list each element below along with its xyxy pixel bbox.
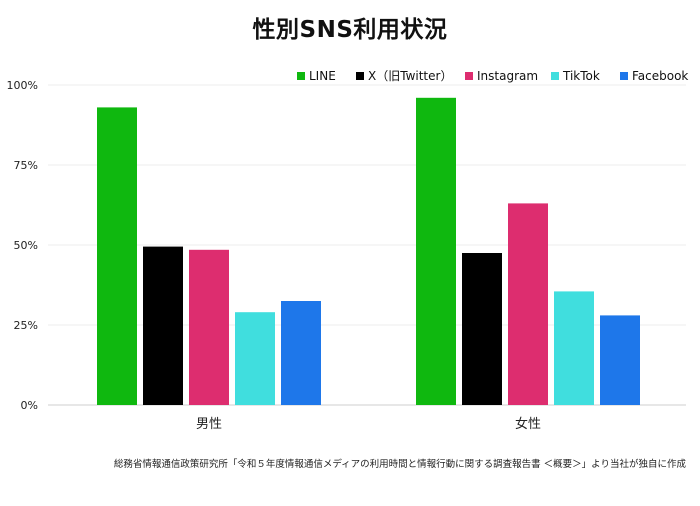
legend-label: Instagram: [477, 69, 538, 83]
bar: [281, 301, 321, 405]
x-category-label: 女性: [515, 416, 541, 432]
y-tick-label: 50%: [14, 239, 38, 252]
bar: [143, 246, 183, 405]
bar: [600, 315, 640, 405]
legend-swatch: [551, 72, 559, 80]
bar: [416, 97, 456, 406]
bar: [554, 291, 594, 405]
legend-label: LINE: [309, 69, 336, 83]
legend-label: X（旧Twitter）: [368, 69, 452, 83]
bar: [97, 107, 137, 406]
legend-label: TikTok: [562, 69, 600, 83]
x-category-label: 男性: [196, 417, 222, 432]
source-note: 総務省情報通信政策研究所「令和５年度情報通信メディアの利用時間と情報行動に関する…: [113, 459, 686, 470]
legend-swatch: [620, 72, 628, 80]
chart-title: 性別SNS利用状況: [252, 17, 448, 43]
y-tick-label: 75%: [14, 159, 38, 172]
legend-swatch: [297, 72, 305, 80]
legend-swatch: [356, 72, 364, 80]
legend-label: Facebook: [632, 69, 688, 83]
y-tick-label: 25%: [14, 319, 38, 332]
bar: [189, 249, 229, 405]
y-tick-label: 100%: [7, 79, 38, 92]
bar: [235, 312, 275, 405]
y-tick-label: 0%: [21, 399, 38, 412]
legend-swatch: [465, 72, 473, 80]
bar: [462, 253, 502, 405]
bar: [508, 203, 548, 405]
